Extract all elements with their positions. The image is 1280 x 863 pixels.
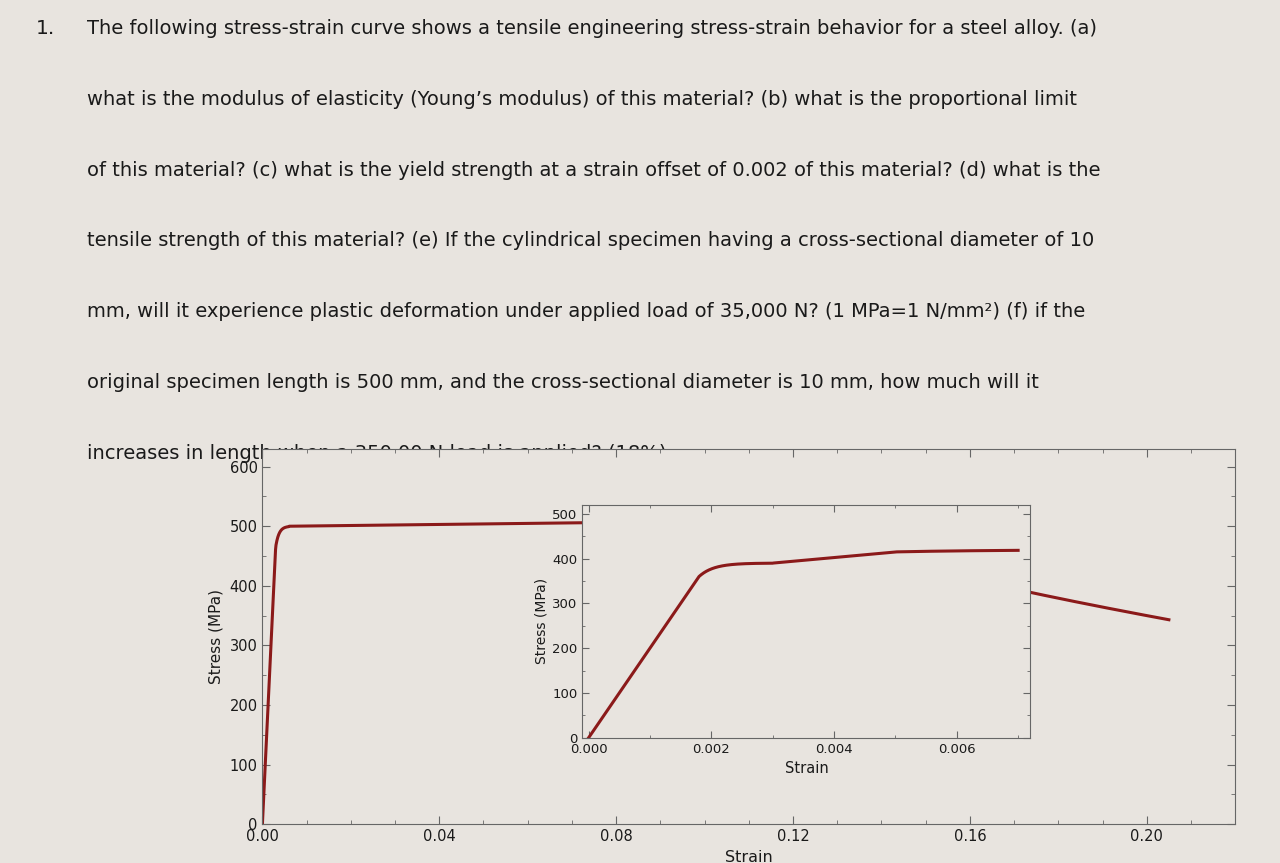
Text: increases in length when a 350,00 N load is applied? (18%): increases in length when a 350,00 N load… xyxy=(87,444,667,463)
Text: The following stress-strain curve shows a tensile engineering stress-strain beha: The following stress-strain curve shows … xyxy=(87,19,1097,38)
Text: mm, will it experience plastic deformation under applied load of 35,000 N? (1 MP: mm, will it experience plastic deformati… xyxy=(87,302,1085,321)
Text: 1.: 1. xyxy=(36,19,55,38)
Text: tensile strength of this material? (e) If the cylindrical specimen having a cros: tensile strength of this material? (e) I… xyxy=(87,231,1094,250)
Text: original specimen length is 500 mm, and the cross-sectional diameter is 10 mm, h: original specimen length is 500 mm, and … xyxy=(87,373,1039,392)
Y-axis label: Stress (MPa): Stress (MPa) xyxy=(209,589,224,684)
X-axis label: Strain: Strain xyxy=(724,849,773,863)
Y-axis label: Stress (MPa): Stress (MPa) xyxy=(534,578,548,665)
X-axis label: Strain: Strain xyxy=(785,761,828,777)
Text: what is the modulus of elasticity (Young’s modulus) of this material? (b) what i: what is the modulus of elasticity (Young… xyxy=(87,90,1076,109)
Text: of this material? (c) what is the yield strength at a strain offset of 0.002 of : of this material? (c) what is the yield … xyxy=(87,161,1101,180)
